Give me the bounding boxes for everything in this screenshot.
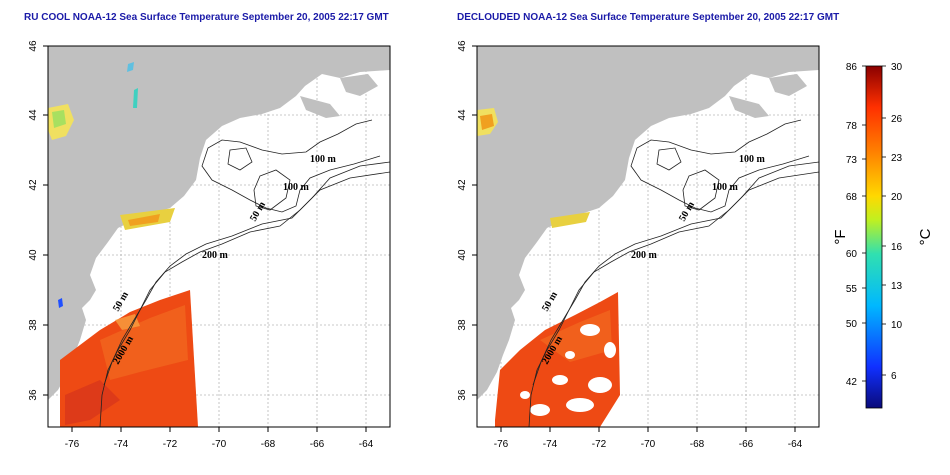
y-tick-label: 42 — [28, 179, 39, 191]
fahrenheit-tick: 42 — [846, 377, 858, 388]
left-panel-title: RU COOL NOAA-12 Sea Surface Temperature … — [24, 12, 389, 23]
x-tick-label: -68 — [261, 439, 276, 450]
x-tick-label: -72 — [163, 439, 178, 450]
x-tick-label: -74 — [543, 439, 558, 450]
colorbar-gradient — [865, 65, 883, 409]
y-tick-label: 44 — [457, 109, 468, 121]
contour-label: 100 m — [283, 182, 310, 193]
colorbar: 86 78 73 68 60 55 50 42 30 26 23 20 16 1… — [832, 62, 934, 409]
fahrenheit-tick: 68 — [846, 192, 858, 203]
x-tick-label: -64 — [359, 439, 374, 450]
y-tick-label: 44 — [28, 109, 39, 121]
fahrenheit-unit-label: °F — [832, 229, 849, 244]
x-tick-label: -66 — [739, 439, 754, 450]
celsius-tick: 10 — [891, 320, 903, 331]
contour-label: 100 m — [712, 182, 739, 193]
y-tick-label: 40 — [28, 249, 39, 261]
left-map-panel: 100 m 100 m 50 m 200 m 50 m 2000 m -76 -… — [28, 40, 391, 450]
celsius-tick: 20 — [891, 192, 903, 203]
colorbar-celsius-ticks: 30 26 23 20 16 13 10 6 — [891, 62, 903, 382]
celsius-tick: 13 — [891, 281, 903, 292]
right-x-tick-labels: -76 -74 -72 -70 -68 -66 -64 — [494, 439, 803, 450]
y-tick-label: 36 — [457, 389, 468, 401]
y-tick-label: 46 — [28, 40, 39, 52]
x-tick-label: -64 — [788, 439, 803, 450]
right-map-panel: 100 m 100 m 50 m 200 m 50 m 2000 m -76 -… — [457, 40, 820, 450]
contour-label: 200 m — [631, 250, 658, 261]
x-tick-label: -66 — [310, 439, 325, 450]
right-sst-data — [477, 108, 620, 427]
right-y-tick-labels: 46 44 42 40 38 36 — [457, 40, 468, 401]
y-tick-label: 46 — [457, 40, 468, 52]
y-tick-label: 38 — [457, 319, 468, 331]
fahrenheit-tick: 78 — [846, 121, 858, 132]
celsius-tick: 23 — [891, 153, 903, 164]
fahrenheit-tick: 55 — [846, 284, 858, 295]
y-tick-label: 40 — [457, 249, 468, 261]
celsius-tick: 26 — [891, 114, 903, 125]
x-tick-label: -76 — [494, 439, 509, 450]
left-x-tick-labels: -76 -74 -72 -70 -68 -66 -64 — [65, 439, 374, 450]
y-tick-label: 38 — [28, 319, 39, 331]
left-y-tick-labels: 46 44 42 40 38 36 — [28, 40, 39, 401]
fahrenheit-tick: 50 — [846, 319, 858, 330]
fahrenheit-tick: 60 — [846, 249, 858, 260]
celsius-tick: 30 — [891, 62, 903, 73]
y-tick-label: 42 — [457, 179, 468, 191]
left-sst-data — [48, 62, 198, 427]
colorbar-fahrenheit-ticks: 86 78 73 68 60 55 50 42 — [846, 62, 858, 388]
left-land-mass — [48, 46, 390, 400]
fahrenheit-tick: 86 — [846, 62, 858, 73]
x-tick-label: -70 — [641, 439, 656, 450]
fahrenheit-tick: 73 — [846, 155, 858, 166]
x-tick-label: -76 — [65, 439, 80, 450]
y-tick-label: 36 — [28, 389, 39, 401]
x-tick-label: -68 — [690, 439, 705, 450]
x-tick-label: -72 — [592, 439, 607, 450]
left-bathymetry-contours — [99, 119, 390, 427]
right-panel-title: DECLOUDED NOAA-12 Sea Surface Temperatur… — [457, 12, 840, 23]
contour-label: 100 m — [310, 154, 337, 165]
x-tick-label: -74 — [114, 439, 129, 450]
contour-label: 100 m — [739, 154, 766, 165]
celsius-tick: 16 — [891, 242, 903, 253]
celsius-tick: 6 — [891, 371, 897, 382]
celsius-unit-label: °C — [917, 228, 934, 245]
contour-label: 200 m — [202, 250, 229, 261]
right-bathymetry-contours — [528, 119, 819, 427]
x-tick-label: -70 — [212, 439, 227, 450]
right-land-mass — [477, 46, 819, 400]
